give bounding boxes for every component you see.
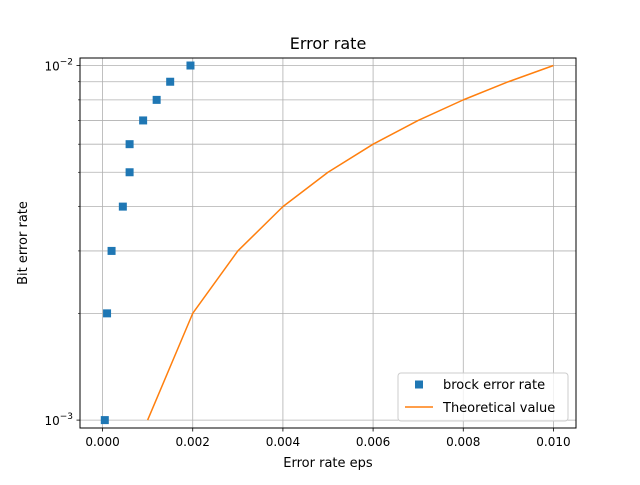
brock-error-rate-point bbox=[107, 246, 116, 255]
grid bbox=[80, 58, 576, 428]
y-tick-label-exponent: −2 bbox=[60, 58, 73, 68]
brock-error-rate-point bbox=[100, 416, 109, 425]
x-tick-label: 0.000 bbox=[85, 435, 119, 449]
brock-error-rate-point bbox=[166, 77, 175, 86]
brock-error-rate-point bbox=[103, 309, 112, 318]
legend-marker-brock-error-rate bbox=[415, 380, 423, 389]
legend: brock error rate Theoretical value bbox=[397, 372, 569, 422]
x-axis-label: Error rate eps bbox=[283, 456, 373, 471]
plot-frame bbox=[79, 57, 577, 429]
brock-error-rate-point bbox=[118, 202, 127, 211]
marker-series-layer bbox=[100, 61, 195, 425]
legend-label-theoretical-value: Theoretical value bbox=[442, 401, 555, 416]
chart-title: Error rate bbox=[290, 34, 367, 53]
y-tick-label-base: 10 bbox=[44, 414, 59, 428]
legend-box bbox=[397, 372, 569, 422]
brock-error-rate-point bbox=[186, 61, 195, 70]
brock-error-rate-point bbox=[139, 116, 148, 125]
y-tick-label-exponent: −3 bbox=[60, 412, 73, 422]
x-tick-label: 0.010 bbox=[536, 435, 570, 449]
x-tick-label: 0.008 bbox=[446, 435, 480, 449]
brock-error-rate-point bbox=[152, 95, 161, 104]
y-tick-label: 10−3 bbox=[44, 412, 73, 428]
y-axis-label: Bit error rate bbox=[16, 201, 31, 285]
x-tick-label: 0.004 bbox=[266, 435, 300, 449]
x-tick-label: 0.006 bbox=[356, 435, 390, 449]
brock-error-rate-point bbox=[125, 140, 134, 149]
x-tick-label: 0.002 bbox=[176, 435, 210, 449]
legend-label-brock-error-rate: brock error rate bbox=[443, 378, 545, 393]
y-tick-label-base: 10 bbox=[44, 60, 59, 74]
brock-error-rate-point bbox=[125, 168, 134, 177]
line-series-layer bbox=[146, 64, 554, 421]
y-tick-label: 10−2 bbox=[44, 58, 73, 74]
theoretical-value-line bbox=[146, 64, 554, 421]
